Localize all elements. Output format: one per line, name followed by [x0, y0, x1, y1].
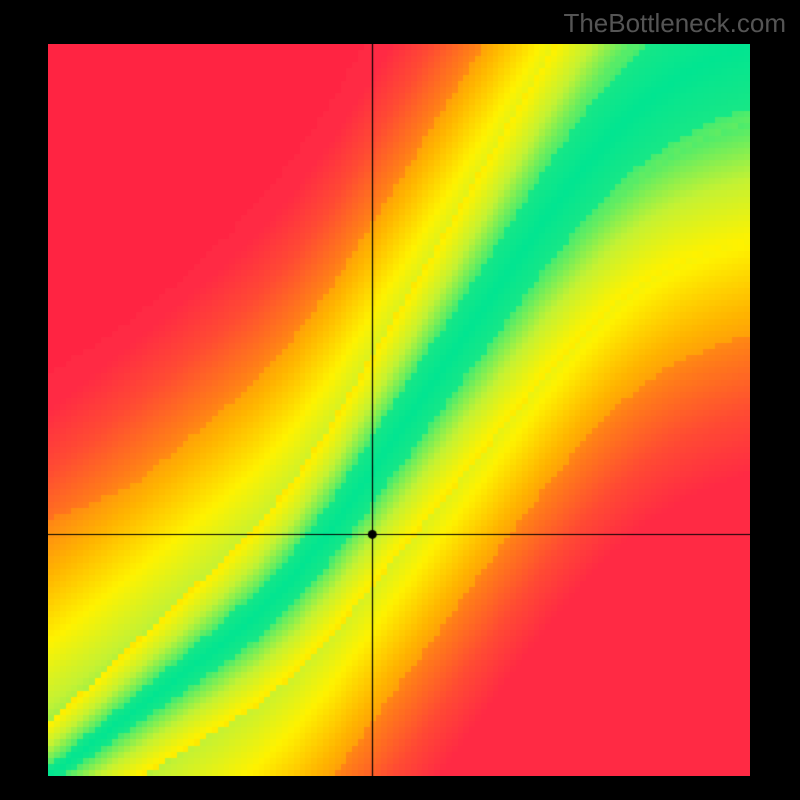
heatmap-plot [48, 44, 750, 776]
heatmap-canvas [48, 44, 750, 776]
watermark-text: TheBottleneck.com [563, 8, 786, 39]
